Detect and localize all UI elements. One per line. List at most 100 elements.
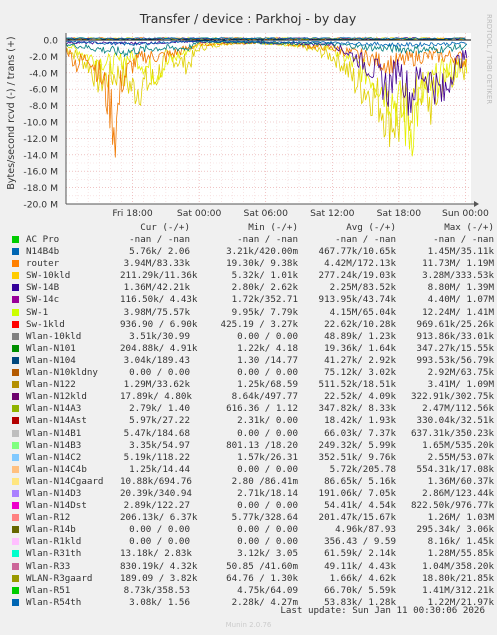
legend-min: 9.95k/ 7.79k: [231, 306, 298, 318]
legend-swatch: [12, 465, 19, 473]
legend-row: Wlan-N101 204.88k/ 4.91k 1.22k/ 4.18 19.36k…: [12, 342, 494, 355]
legend-swatch: [12, 574, 19, 582]
legend-min: 5.32k/ 1.01k: [231, 270, 298, 282]
legend-avg: 19.36k/ 1.64k: [324, 342, 396, 354]
legend-header-min: Min (-/+): [248, 222, 298, 233]
legend-row: Sw-1kld 936.90 / 6.90k 425.19 / 3.27k 22.62…: [12, 318, 494, 331]
legend-max: 1.36M/60.37k: [427, 475, 494, 487]
legend-row: Wlan-N14B1 5.47k/184.68 0.00 / 0.00 66.03k/…: [12, 427, 494, 440]
legend-cur: 189.09 / 3.82k: [120, 572, 198, 584]
last-update: Last update: Sun Jan 11 00:30:06 2026: [280, 605, 485, 616]
legend-min: 616.36 / 1.12: [226, 403, 298, 415]
legend-min: 425.19 / 3.27k: [220, 318, 298, 330]
series-line: [65, 40, 468, 58]
legend-swatch: [12, 550, 19, 558]
legend-name: SW-14c: [26, 294, 60, 306]
legend-cur: 116.50k/ 4.43k: [120, 294, 198, 306]
legend-max: 295.34k/ 3.06k: [416, 524, 494, 536]
legend-cur: 17.89k/ 4.80k: [120, 391, 192, 403]
legend-cur: 5.76k/ 2.06: [129, 246, 190, 258]
legend-cur: 0.00 / 0.00: [129, 367, 190, 379]
legend-row: SW-14B 1.36M/42.21k 2.80k/ 2.62k 2.25M/83.5…: [12, 282, 494, 294]
legend-max: 1.28M/55.85k: [427, 548, 494, 560]
legend-row: Wlan-10kld 3.51k/30.99 0.00 / 0.00 48.89k/ …: [12, 330, 494, 343]
series-line: [65, 41, 468, 148]
legend-swatch: [12, 381, 19, 389]
legend-max: 1.65M/535.20k: [422, 439, 494, 451]
legend-max: 1.04M/358.20k: [422, 560, 494, 572]
legend-avg: 191.06k/ 7.05k: [318, 487, 396, 499]
legend-min: 64.76 / 1.30k: [226, 572, 298, 584]
y-tick-label: -4.0 M: [29, 68, 58, 79]
legend-row: Wlan-N122 1.29M/33.62k 1.25k/68.59 511.52k/…: [12, 379, 494, 391]
legend-avg: 61.59k/ 2.14k: [324, 548, 396, 560]
legend-avg: 22.52k/ 4.09k: [324, 391, 396, 403]
legend-avg: 4.15M/65.04k: [329, 306, 396, 318]
y-tick-label: -8.0 M: [29, 101, 58, 112]
legend-avg: 4.42M/172.13k: [324, 258, 396, 270]
legend-row: Wlan-N104 3.04k/189.43 1.30 /14.77 41.27k/ …: [12, 355, 494, 367]
legend-max: 8.80M/ 1.39M: [427, 282, 494, 294]
legend-row: Wlan-N14Dst 2.89k/122.27 0.00 / 0.00 54.41k…: [12, 500, 494, 512]
legend-header-cur: Cur (-/+): [140, 222, 190, 233]
legend-avg: 75.12k/ 3.02k: [324, 367, 396, 379]
legend-avg: 66.70k/ 5.59k: [324, 584, 396, 596]
legend-cur: 13.18k/ 2.83k: [120, 548, 192, 560]
series-line: [65, 37, 466, 40]
legend-avg: 913.95k/43.74k: [318, 294, 396, 306]
legend-max: 2.47M/112.56k: [422, 403, 494, 415]
legend-min: 0.00 / 0.00: [237, 330, 298, 342]
legend-row: Wlan-N12kld 17.89k/ 4.80k 8.64k/497.77 22.5…: [12, 391, 494, 403]
legend-max: 2.92M/63.75k: [427, 367, 494, 379]
legend-cur: 5.47k/184.68: [123, 427, 190, 439]
legend-max: 322.91k/302.75k: [411, 391, 494, 403]
legend-max: -nan / -nan: [433, 234, 494, 245]
legend-name: Wlan-R14b: [26, 524, 76, 536]
x-tick-label: Sat 06:00: [243, 208, 288, 219]
legend-name: N14B4b: [26, 246, 60, 258]
legend: AC Pro -nan / -nan -nan / -nan -nan / -nan -…: [12, 234, 494, 609]
legend-name: Wlan-N101: [26, 342, 76, 354]
legend-max: 822.50k/976.77k: [411, 500, 494, 512]
legend-row: Wlan-R1kld 0.00 / 0.00 0.00 / 0.00 356.43 /…: [12, 536, 494, 548]
legend-swatch: [12, 369, 19, 377]
x-tick-label: Fri 18:00: [112, 208, 152, 219]
legend-swatch: [12, 502, 19, 510]
chart-title: Transfer / device : Parkhoj - by day: [139, 11, 357, 26]
legend-name: SW-10kld: [26, 270, 71, 282]
chart-svg: Transfer / device : Parkhoj - by day Byt…: [6, 11, 493, 219]
legend-swatch: [12, 429, 19, 437]
legend-header: Cur (-/+) Min (-/+) Avg (-/+) Max (-/+): [12, 222, 494, 234]
legend-cur: 10.88k/694.76: [120, 475, 192, 487]
legend-row: Wlan-N14Ast 5.97k/27.22 2.31k/ 0.00 18.42k/…: [12, 415, 494, 427]
legend-cur: 3.94M/83.33k: [123, 258, 190, 270]
legend-avg: 54.41k/ 4.54k: [324, 500, 396, 512]
legend-min: 1.57k/26.31: [237, 451, 298, 463]
legend-row: N14B4b 5.76k/ 2.06 3.21k/420.00m 467.77k/10…: [12, 246, 494, 258]
y-tick-label: -12.0 M: [23, 134, 58, 145]
legend-name: Wlan-N14A3: [26, 403, 82, 415]
legend-swatch: [12, 284, 19, 292]
legend-max: 637.31k/350.23k: [411, 427, 494, 439]
legend-avg: 66.03k/ 7.37k: [324, 427, 396, 439]
legend-max: 2.55M/53.07k: [427, 451, 494, 463]
legend-cur: 8.73k/358.53: [123, 584, 190, 596]
legend-row: SW-10kld 211.29k/11.36k 5.32k/ 1.01k 277.24…: [12, 270, 494, 282]
legend-name: router: [26, 258, 60, 270]
legend-cur: 206.13k/ 6.37k: [120, 512, 198, 524]
legend-name: Sw-1kld: [26, 318, 65, 330]
legend-cur: 1.25k/14.44: [129, 463, 190, 475]
legend-swatch: [12, 514, 19, 522]
legend-row: SW-1 3.98M/75.57k 9.95k/ 7.79k 4.15M/65.04k…: [12, 306, 494, 319]
legend-swatch: [12, 236, 19, 243]
legend-swatch: [12, 260, 19, 268]
legend-min: 0.00 / 0.00: [237, 463, 298, 475]
y-tick-label: -10.0 M: [23, 118, 58, 129]
legend-name: Wlan-R12: [26, 512, 71, 524]
legend-row: Wlan-N14D3 20.39k/340.94 2.71k/18.14 191.06…: [12, 487, 494, 500]
legend-swatch: [12, 320, 19, 328]
legend-cur: 5.19k/118.22: [123, 451, 190, 463]
legend-name: Wlan-10kld: [26, 330, 82, 342]
legend-max: 8.16k/ 1.45k: [427, 536, 494, 548]
legend-min: -nan / -nan: [237, 234, 298, 245]
